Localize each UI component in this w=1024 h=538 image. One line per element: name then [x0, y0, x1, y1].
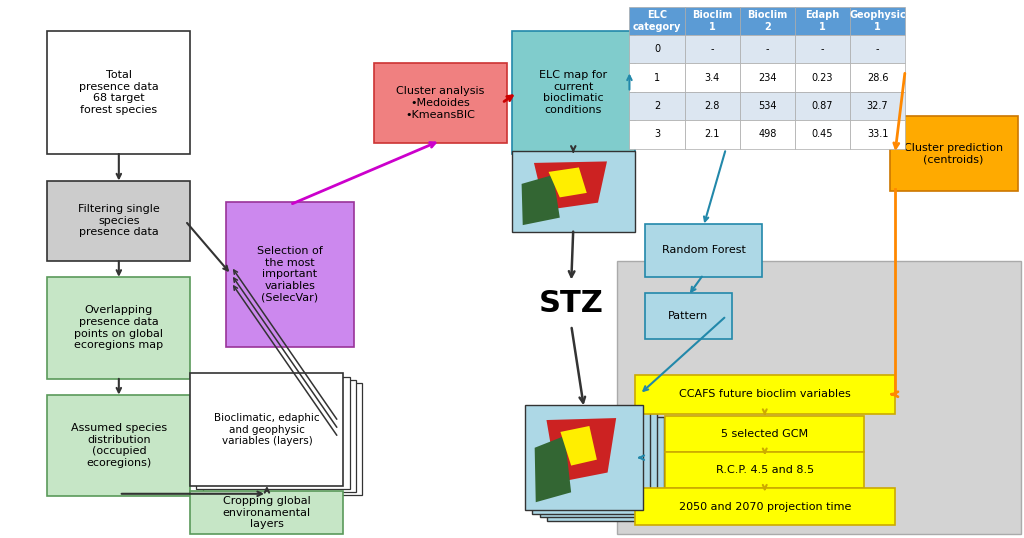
- FancyBboxPatch shape: [685, 63, 739, 92]
- Text: 234: 234: [758, 73, 776, 83]
- Text: 2.8: 2.8: [705, 101, 720, 111]
- Polygon shape: [534, 161, 607, 210]
- FancyBboxPatch shape: [617, 261, 1021, 534]
- FancyBboxPatch shape: [374, 63, 507, 143]
- Text: 5 selected GCM: 5 selected GCM: [721, 429, 808, 439]
- Text: R.C.P. 4.5 and 8.5: R.C.P. 4.5 and 8.5: [716, 465, 814, 475]
- Text: 32.7: 32.7: [866, 101, 889, 111]
- FancyBboxPatch shape: [645, 223, 762, 277]
- Polygon shape: [549, 167, 587, 197]
- FancyBboxPatch shape: [666, 452, 864, 489]
- Text: ELC map for
current
bioclimatic
conditions: ELC map for current bioclimatic conditio…: [540, 70, 607, 115]
- Text: Selection of
the most
important
variables
(SelecVar): Selection of the most important variable…: [257, 246, 323, 302]
- FancyBboxPatch shape: [795, 120, 850, 148]
- Text: Bioclimatic, edaphic
and geophysic
variables (layers): Bioclimatic, edaphic and geophysic varia…: [214, 413, 319, 446]
- FancyBboxPatch shape: [630, 35, 685, 63]
- FancyBboxPatch shape: [635, 375, 895, 414]
- Text: 2.1: 2.1: [705, 130, 720, 139]
- FancyBboxPatch shape: [630, 120, 685, 148]
- Text: -: -: [766, 44, 769, 54]
- FancyBboxPatch shape: [209, 383, 361, 495]
- FancyBboxPatch shape: [795, 63, 850, 92]
- Text: -: -: [820, 44, 824, 54]
- Text: 0.45: 0.45: [812, 130, 834, 139]
- Text: Bioclim
2: Bioclim 2: [748, 10, 787, 32]
- FancyBboxPatch shape: [739, 7, 795, 35]
- FancyBboxPatch shape: [685, 35, 739, 63]
- Text: -: -: [711, 44, 714, 54]
- Text: 2: 2: [654, 101, 660, 111]
- Text: Total
presence data
68 target
forest species: Total presence data 68 target forest spe…: [79, 70, 159, 115]
- FancyBboxPatch shape: [850, 120, 905, 148]
- FancyBboxPatch shape: [739, 35, 795, 63]
- Text: 0: 0: [654, 44, 660, 54]
- Text: 0.87: 0.87: [812, 101, 834, 111]
- FancyBboxPatch shape: [525, 406, 643, 510]
- FancyBboxPatch shape: [512, 31, 635, 154]
- Text: -: -: [876, 44, 880, 54]
- FancyBboxPatch shape: [532, 409, 650, 514]
- FancyBboxPatch shape: [630, 92, 685, 120]
- FancyBboxPatch shape: [512, 151, 635, 231]
- Text: 33.1: 33.1: [867, 130, 888, 139]
- Text: 3.4: 3.4: [705, 73, 720, 83]
- Text: Filtering single
species
presence data: Filtering single species presence data: [78, 204, 160, 237]
- Text: Bioclim
1: Bioclim 1: [692, 10, 732, 32]
- Text: Pattern: Pattern: [668, 311, 709, 321]
- Text: 0.23: 0.23: [812, 73, 834, 83]
- FancyBboxPatch shape: [739, 63, 795, 92]
- FancyBboxPatch shape: [190, 373, 343, 486]
- Text: Assumed species
distribution
(occupied
ecoregions): Assumed species distribution (occupied e…: [71, 423, 167, 468]
- FancyBboxPatch shape: [190, 491, 343, 534]
- Text: Geophysic
1: Geophysic 1: [849, 10, 906, 32]
- FancyBboxPatch shape: [850, 35, 905, 63]
- Text: Overlapping
presence data
points on global
ecoregions map: Overlapping presence data points on glob…: [75, 306, 164, 350]
- FancyBboxPatch shape: [739, 92, 795, 120]
- FancyBboxPatch shape: [203, 380, 355, 492]
- Text: ELC
category: ELC category: [633, 10, 681, 32]
- Text: 28.6: 28.6: [867, 73, 889, 83]
- Text: 2050 and 2070 projection time: 2050 and 2070 projection time: [679, 501, 851, 512]
- FancyBboxPatch shape: [47, 181, 190, 261]
- FancyBboxPatch shape: [540, 413, 657, 518]
- Polygon shape: [560, 426, 597, 465]
- FancyBboxPatch shape: [685, 92, 739, 120]
- Text: Random Forest: Random Forest: [662, 245, 745, 255]
- FancyBboxPatch shape: [795, 92, 850, 120]
- FancyBboxPatch shape: [685, 7, 739, 35]
- FancyBboxPatch shape: [739, 120, 795, 148]
- FancyBboxPatch shape: [47, 395, 190, 497]
- FancyBboxPatch shape: [645, 293, 731, 338]
- FancyBboxPatch shape: [850, 7, 905, 35]
- FancyBboxPatch shape: [635, 489, 895, 525]
- Polygon shape: [535, 436, 571, 502]
- Text: Edaph
1: Edaph 1: [805, 10, 840, 32]
- FancyBboxPatch shape: [47, 277, 190, 379]
- Text: 3: 3: [654, 130, 660, 139]
- FancyBboxPatch shape: [630, 63, 685, 92]
- Text: Cluster analysis
•Medoides
•KmeansBIC: Cluster analysis •Medoides •KmeansBIC: [396, 87, 484, 119]
- Text: Cluster prediction
(centroids): Cluster prediction (centroids): [904, 143, 1004, 165]
- FancyBboxPatch shape: [850, 92, 905, 120]
- FancyBboxPatch shape: [226, 202, 353, 346]
- FancyBboxPatch shape: [547, 417, 665, 521]
- Text: CCAFS future bioclim variables: CCAFS future bioclim variables: [679, 389, 851, 399]
- Text: 534: 534: [758, 101, 776, 111]
- FancyBboxPatch shape: [630, 7, 685, 35]
- Polygon shape: [521, 175, 560, 225]
- FancyBboxPatch shape: [47, 31, 190, 154]
- Text: STZ: STZ: [539, 289, 604, 318]
- FancyBboxPatch shape: [795, 7, 850, 35]
- FancyBboxPatch shape: [685, 120, 739, 148]
- Text: 498: 498: [758, 130, 776, 139]
- FancyBboxPatch shape: [666, 416, 864, 452]
- Polygon shape: [547, 418, 616, 483]
- FancyBboxPatch shape: [850, 63, 905, 92]
- Text: Cropping global
environamental
layers: Cropping global environamental layers: [223, 496, 311, 529]
- FancyBboxPatch shape: [197, 377, 349, 489]
- FancyBboxPatch shape: [890, 116, 1018, 192]
- FancyBboxPatch shape: [795, 35, 850, 63]
- Text: 1: 1: [654, 73, 660, 83]
